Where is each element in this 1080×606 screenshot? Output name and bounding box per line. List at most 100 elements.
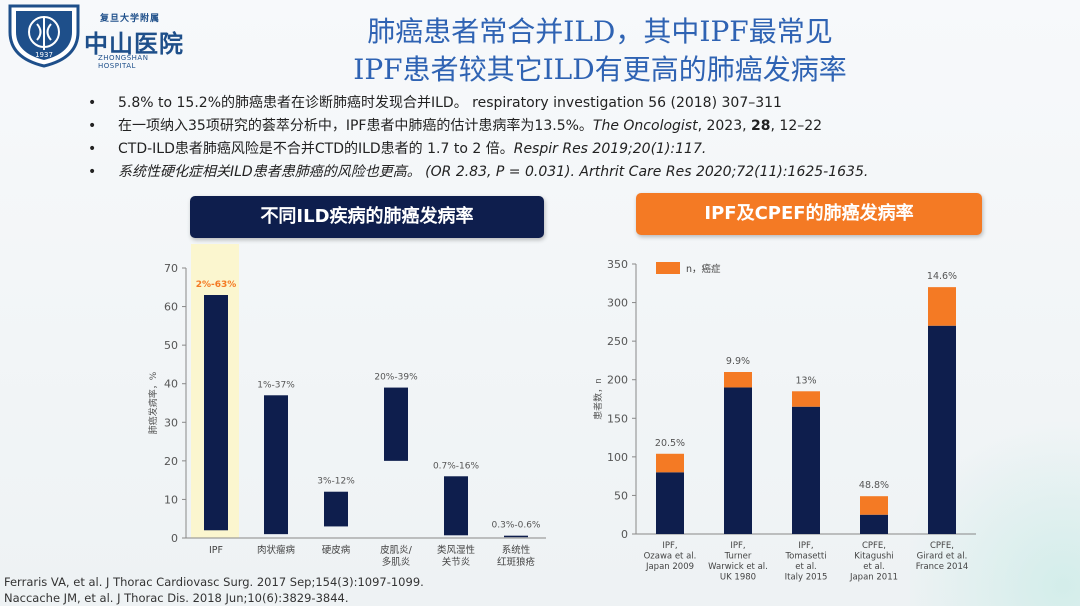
logo-name: 中山医院 (84, 30, 184, 58)
x-tick-label: 硬皮病 (322, 544, 351, 556)
bullet-text: CTD-ILD患者肺癌风险是不合并CTD的ILD患者的 1.7 to 2 倍。 (118, 141, 514, 157)
hospital-logo: 1937 复旦大学附属 中山医院 ZHONGSHAN HOSPITAL (6, 2, 184, 70)
left-chart-header: 不同ILD疾病的肺癌发病率 (190, 196, 544, 238)
y-tick-label: 70 (164, 262, 178, 275)
y-tick-label: 0 (171, 532, 178, 545)
x-tick-label: Turner (724, 552, 752, 562)
data-label: 0.7%-16% (433, 461, 480, 471)
bullet-text: , 2023, (697, 118, 752, 134)
slide-title-line1: 肺癌患者常合并ILD，其中IPF最常见 (367, 15, 833, 48)
bullet-text: 系统性硬化症相关ILD患者患肺癌的风险也更高。 (OR 2.83, P = 0.… (118, 164, 869, 180)
bar-range (504, 535, 528, 538)
bar-segment-cancer (724, 372, 752, 388)
y-tick-label: 60 (164, 301, 178, 314)
bar-segment-cancer (656, 453, 684, 473)
x-tick-label: Kitagushi (854, 552, 893, 562)
y-axis-label: 患者数，n (592, 378, 604, 420)
reference-2: Naccache JM, et al. J Thorac Dis. 2018 J… (4, 591, 349, 605)
bullet-item: 5.8% to 15.2%的肺癌患者在诊断肺癌时发现合并ILD。 respira… (88, 92, 1048, 115)
y-axis-label: 肺癌发病率，% (147, 371, 159, 434)
y-tick-label: 100 (607, 451, 628, 464)
x-tick-label: et al. (795, 562, 817, 572)
data-label: 20.5% (655, 438, 685, 449)
bar-range (324, 491, 348, 527)
bullet-item: 在一项纳入35项研究的荟萃分析中，IPF患者中肺癌的估计患病率为13.5%。Th… (88, 115, 1048, 138)
y-tick-label: 50 (164, 339, 178, 352)
bar-segment-base (928, 325, 956, 534)
x-tick-label: IPF, (730, 541, 745, 551)
bullet-text: , 12–22 (770, 118, 823, 134)
x-tick-label: 红斑狼疮 (497, 556, 536, 568)
data-label: 13% (795, 375, 816, 386)
bar-segment-cancer (928, 287, 956, 326)
y-tick-label: 350 (607, 258, 628, 271)
hospital-shield-icon: 1937 (8, 4, 80, 68)
x-tick-label: UK 1980 (720, 573, 756, 583)
x-tick-label: 皮肌炎/ (380, 544, 413, 556)
data-label: 2%-63% (196, 280, 237, 290)
bullet-journal: The Oncologist (592, 118, 698, 134)
data-label: 0.3%-0.6% (492, 521, 541, 531)
x-tick-label: Italy 2015 (785, 573, 828, 583)
y-tick-label: 200 (607, 374, 628, 387)
bar-range (444, 476, 468, 536)
x-tick-label: Girard et al. (917, 552, 968, 562)
x-tick-label: 肉状瘤病 (257, 544, 296, 556)
slide-title-line2: IPF患者较其它ILD有更高的肺癌发病率 (353, 53, 847, 86)
bullet-list: 5.8% to 15.2%的肺癌患者在诊断肺癌时发现合并ILD。 respira… (88, 92, 1048, 184)
bar-range (204, 295, 228, 531)
data-label: 1%-37% (257, 380, 295, 390)
y-tick-label: 150 (607, 412, 628, 425)
bar-segment-base (792, 406, 820, 534)
bar-segment-cancer (860, 496, 888, 515)
logo-university: 复旦大学附属 (100, 14, 161, 24)
data-label: 14.6% (927, 271, 957, 282)
bullet-citation: Respir Res 2019;20(1):117. (513, 141, 707, 157)
bullet-item: 系统性硬化症相关ILD患者患肺癌的风险也更高。 (OR 2.83, P = 0.… (88, 161, 1048, 184)
y-tick-label: 20 (164, 455, 178, 468)
reference-1: Ferraris VA, et al. J Thorac Cardiovasc … (4, 575, 424, 589)
x-tick-label: 系统性 (502, 544, 531, 556)
bar-segment-cancer (792, 391, 820, 407)
logo-year: 1937 (35, 51, 53, 59)
x-tick-label: IPF, (662, 541, 677, 551)
y-tick-label: 300 (607, 297, 628, 310)
y-tick-label: 250 (607, 335, 628, 348)
data-label: 20%-39% (374, 373, 418, 383)
x-tick-label: France 2014 (916, 562, 969, 572)
bullet-item: CTD-ILD患者肺癌风险是不合并CTD的ILD患者的 1.7 to 2 倍。R… (88, 138, 1048, 161)
data-label: 48.8% (859, 480, 889, 491)
y-tick-label: 0 (621, 528, 628, 541)
x-tick-label: CPFE, (930, 541, 954, 551)
references: Ferraris VA, et al. J Thorac Cardiovasc … (4, 574, 424, 606)
y-tick-label: 10 (164, 493, 178, 506)
y-tick-label: 30 (164, 416, 178, 429)
y-tick-label: 40 (164, 378, 178, 391)
x-tick-label: Japan 2009 (645, 562, 694, 572)
legend-swatch (656, 262, 680, 274)
bar-segment-base (656, 472, 684, 534)
x-tick-label: CPFE, (862, 541, 886, 551)
data-label: 3%-12% (317, 477, 355, 487)
x-tick-label: IPF (209, 545, 223, 556)
x-tick-label: Tomasetti (784, 552, 826, 562)
x-tick-label: 关节炎 (442, 556, 471, 568)
x-tick-label: IPF, (798, 541, 813, 551)
x-tick-label: 类风湿性 (437, 544, 476, 556)
bullet-volume: 28 (751, 118, 771, 134)
bar-segment-base (724, 387, 752, 534)
x-tick-label: et al. (863, 562, 885, 572)
logo-english: ZHONGSHAN HOSPITAL (98, 54, 149, 70)
bullet-text: 在一项纳入35项研究的荟萃分析中，IPF患者中肺癌的估计患病率为13.5%。 (118, 118, 593, 134)
bullet-text: 5.8% to 15.2%的肺癌患者在诊断肺癌时发现合并ILD。 respira… (118, 95, 782, 111)
y-tick-label: 50 (614, 489, 628, 502)
x-tick-label: Japan 2011 (849, 573, 898, 583)
bar-range (264, 395, 288, 535)
x-tick-label: Warwick et al. (708, 562, 768, 572)
bar-range (384, 387, 408, 461)
x-tick-label: 多肌炎 (382, 556, 411, 568)
x-tick-label: Ozawa et al. (644, 552, 697, 562)
right-chart-header: IPF及CPEF的肺癌发病率 (636, 193, 982, 235)
